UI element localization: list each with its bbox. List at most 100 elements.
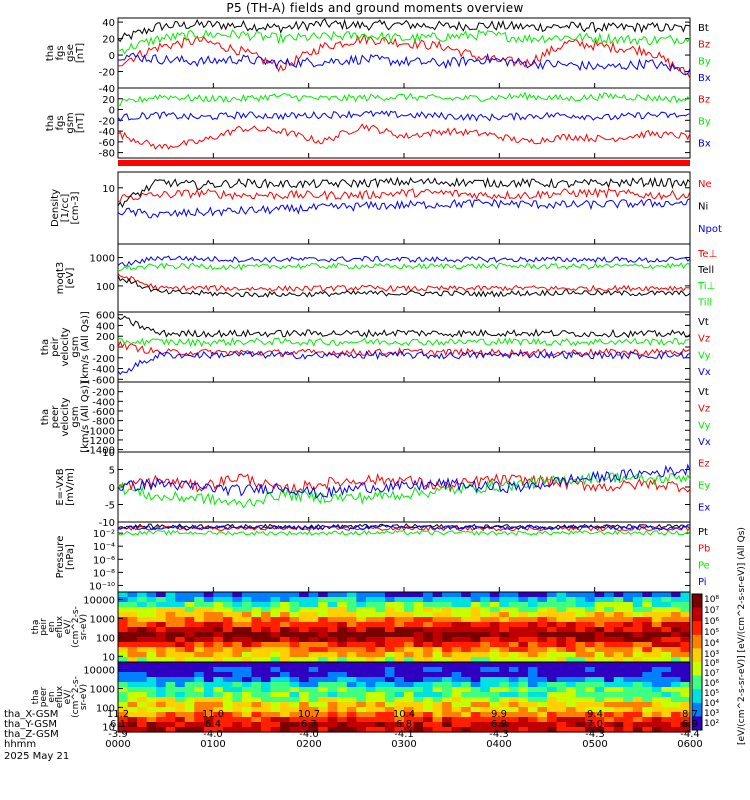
heatmap-cell — [623, 697, 634, 703]
heatmap-cell — [680, 602, 691, 608]
heatmap-cell — [508, 717, 519, 723]
panel-frame — [117, 87, 691, 159]
heatmap-cell — [413, 612, 424, 618]
heatmap-cell — [318, 707, 329, 713]
heatmap-cell — [203, 697, 214, 703]
heatmap-cell — [213, 662, 224, 668]
heatmap-cell — [156, 717, 167, 723]
heatmap-cell — [175, 657, 186, 663]
heatmap-cell — [442, 627, 453, 633]
heatmap-cell — [670, 647, 682, 653]
heatmap-cell — [222, 727, 233, 733]
heatmap-cell — [289, 687, 300, 693]
heatmap-cell — [489, 627, 500, 633]
heatmap-cell — [118, 627, 129, 633]
heatmap-cell — [384, 677, 396, 683]
heatmap-cell — [222, 677, 233, 683]
colorbar-label: 10⁴ — [704, 699, 719, 709]
heatmap-cell — [442, 682, 453, 688]
heatmap-cell — [337, 592, 348, 598]
heatmap-cell — [423, 627, 434, 633]
heatmap-cell — [318, 677, 329, 683]
heatmap-cell — [213, 627, 224, 633]
y-tick-label: 400 — [96, 321, 115, 332]
heatmap-cell — [156, 687, 167, 693]
heatmap-cell — [146, 687, 157, 693]
colorbar-cell — [692, 692, 702, 697]
heatmap-cell — [327, 652, 338, 658]
heatmap-cell — [289, 692, 300, 698]
heatmap-cell — [527, 717, 539, 723]
heatmap-cell — [156, 592, 167, 598]
heatmap-cell — [384, 707, 396, 713]
heatmap-cell — [661, 662, 672, 668]
heatmap-cell — [432, 602, 443, 608]
heatmap-cell — [518, 667, 529, 673]
heatmap-cell — [251, 712, 262, 718]
heatmap-cell — [632, 617, 643, 623]
heatmap-cell — [661, 682, 672, 688]
heatmap-cell — [566, 687, 577, 693]
heatmap-cell — [299, 727, 310, 733]
heatmap-cell — [566, 682, 577, 688]
heatmap-cell — [632, 672, 643, 678]
heatmap-cell — [527, 707, 539, 713]
heatmap-cell — [337, 662, 348, 668]
heatmap-cell — [232, 697, 243, 703]
heatmap-cell — [461, 612, 472, 618]
heatmap-cell — [508, 682, 519, 688]
heatmap-cell — [680, 692, 691, 698]
heatmap-cell — [118, 662, 129, 668]
series-Bt — [117, 18, 691, 43]
heatmap-cell — [299, 652, 310, 658]
heatmap-cell — [222, 637, 233, 643]
heatmap-cell — [642, 592, 653, 598]
heatmap-cell — [518, 647, 529, 653]
heatmap-cell — [251, 612, 262, 618]
heatmap-cell — [480, 662, 491, 668]
y-axis-label: eflux — [55, 685, 65, 708]
heatmap-cell — [327, 602, 338, 608]
heatmap-cell — [585, 722, 596, 728]
heatmap-cell — [213, 607, 224, 613]
y-tick-label: -200 — [92, 388, 115, 399]
heatmap-cell — [346, 647, 357, 653]
heatmap-cell — [680, 717, 691, 723]
heatmap-cell — [384, 617, 396, 623]
heatmap-cell — [642, 712, 653, 718]
heatmap-cell — [470, 687, 481, 693]
heatmap-cell — [280, 657, 291, 663]
heatmap-cell — [566, 712, 577, 718]
heatmap-cell — [165, 647, 176, 653]
heatmap-cell — [470, 677, 481, 683]
heatmap-cell — [480, 627, 491, 633]
heatmap-cell — [585, 672, 596, 678]
heatmap-cell — [308, 712, 319, 718]
series-Vx — [117, 350, 691, 376]
heatmap-cell — [318, 627, 329, 633]
heatmap-cell — [318, 597, 329, 603]
heatmap-cell — [165, 687, 176, 693]
heatmap-cell — [575, 712, 586, 718]
heatmap-cell — [537, 622, 548, 628]
heatmap-cell — [184, 612, 195, 618]
heatmap-cell — [413, 607, 424, 613]
heatmap-cell — [232, 677, 243, 683]
heatmap-cell — [241, 637, 253, 643]
heatmap-cell — [413, 727, 424, 733]
legend-entry: Pi — [698, 577, 707, 588]
heatmap-cell — [375, 727, 386, 733]
heatmap-cell — [499, 632, 510, 638]
heatmap-cell — [365, 657, 376, 663]
heatmap-cell — [261, 622, 272, 628]
heatmap-cell — [413, 677, 424, 683]
heatmap-cell — [423, 602, 434, 608]
heatmap-cell — [480, 607, 491, 613]
heatmap-cell — [404, 682, 415, 688]
heatmap-cell — [613, 632, 624, 638]
heatmap-cell — [375, 627, 386, 633]
heatmap-cell — [508, 662, 519, 668]
heatmap-cell — [394, 627, 405, 633]
